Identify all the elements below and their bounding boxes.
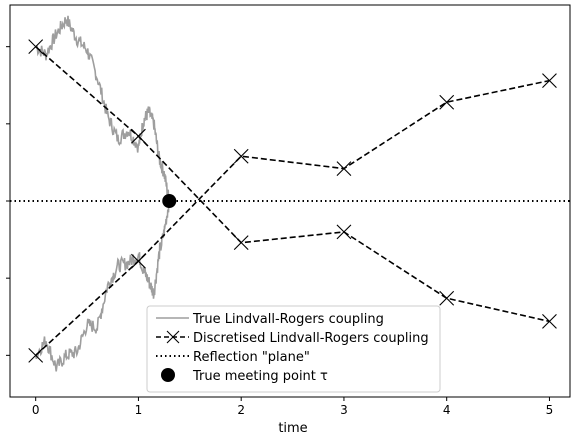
x-marker [28,347,44,363]
x-tick-label: 4 [443,403,451,417]
x-marker [28,39,44,55]
true-path-1 [34,196,171,372]
legend-box [146,305,441,393]
legend-label-discretised: Discretised Lindvall-Rogers coupling [193,331,429,346]
legend-swatch-x-marker [166,330,180,344]
x-marker [233,148,249,164]
legend-label-meeting-point: True meeting point τ [192,369,328,384]
legend-label-true-path: True Lindvall-Rogers coupling [192,312,384,327]
x-marker [131,128,146,144]
meeting-point-layer [162,194,177,208]
true-path-0 [35,15,171,205]
legend-swatch-meeting-point [161,368,175,382]
meeting-point-marker [162,194,177,208]
x-tick-label: 5 [546,403,554,417]
x-axis-label: time [278,421,307,436]
axis-ticks: 0 1 2 3 4 5 [6,46,554,417]
x-marker [542,73,557,89]
discretised-line-1 [35,79,550,356]
x-marker [439,290,455,306]
x-marker [439,94,455,110]
discretised-line-0 [35,46,550,323]
x-marker [233,235,249,251]
discretised-series [28,39,557,363]
legend: True Lindvall-Rogers coupling Discretise… [146,305,441,393]
x-marker [542,313,557,329]
true-paths [34,15,171,372]
x-tick-label: 1 [135,403,143,417]
x-marker [336,224,352,240]
x-tick-label: 3 [340,403,348,417]
legend-label-reflection: Reflection "plane" [193,350,310,365]
x-tick-label: 2 [237,403,245,417]
x-marker [336,161,352,176]
x-tick-label: 0 [32,403,40,417]
x-marker [131,253,146,269]
